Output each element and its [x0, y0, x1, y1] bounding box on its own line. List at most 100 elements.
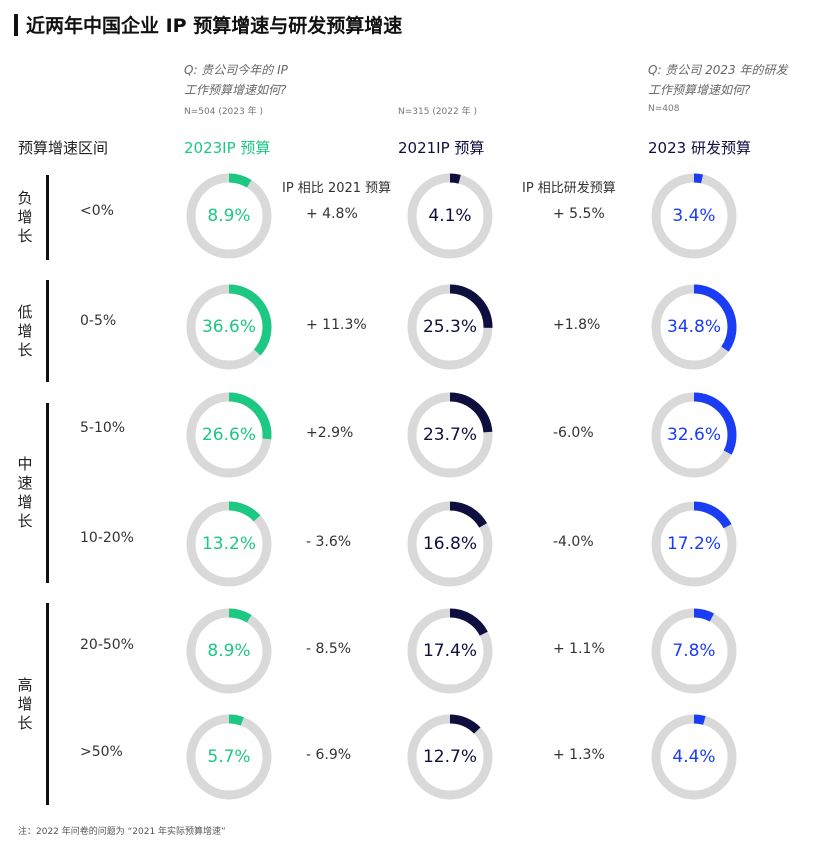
donut-ip2021: 16.8% [405, 499, 495, 589]
donut-arc [186, 392, 272, 478]
donut-svg [186, 392, 272, 478]
donut-value: 23.7% [422, 425, 477, 445]
donut-svg [407, 173, 493, 259]
donut-arc [651, 173, 737, 259]
donut-svg [407, 392, 493, 478]
question-ip-line1: Q: 贵公司今年的 IP [184, 63, 288, 77]
donut-value: 7.8% [672, 641, 716, 661]
donut-svg [651, 501, 737, 587]
donut-svg [651, 284, 737, 370]
donut-ip2021: 12.7% [405, 712, 495, 802]
donut-ip2021: 17.4% [405, 606, 495, 696]
compare-a-value: + 4.8% [306, 206, 358, 222]
donut-arc [407, 392, 493, 478]
compare-b-value: + 1.3% [553, 747, 605, 763]
compare-a-label: IP 相比 2021 预算 [282, 181, 392, 196]
group-label: 中速增长 [17, 455, 33, 530]
donut-svg [651, 714, 737, 800]
donut-value: 36.6% [201, 317, 256, 337]
question-rd-line2: 工作预算增速如何? [648, 83, 751, 97]
footnote: 注：2022 年问卷的问题为 “2021 年实际预算增速” [18, 827, 226, 837]
donut-svg [186, 714, 272, 800]
donut-rd2023: 32.6% [649, 390, 739, 480]
donut-value: 4.4% [672, 747, 716, 767]
column-header-ip2023: 2023IP 预算 [184, 139, 271, 157]
row-header: 预算增速区间 [18, 139, 109, 157]
donut-arc [186, 608, 272, 694]
donut-value: 8.9% [207, 641, 251, 661]
column-header-ip2021: 2021IP 预算 [398, 139, 485, 157]
range-label: 20-50% [80, 637, 134, 653]
donut-rd2023: 4.4% [649, 712, 739, 802]
compare-b-value: -6.0% [553, 425, 594, 441]
donut-value: 32.6% [666, 425, 721, 445]
compare-a-value: +2.9% [306, 425, 354, 441]
compare-a-value: - 3.6% [306, 534, 352, 550]
donut-ip2021: 25.3% [405, 282, 495, 372]
donut-arc [407, 173, 493, 259]
range-label: 0-5% [80, 313, 117, 329]
donut-rd2023: 17.2% [649, 499, 739, 589]
range-label: 5-10% [80, 420, 126, 436]
donut-rd2023: 34.8% [649, 282, 739, 372]
donut-arc [186, 501, 272, 587]
donut-arc [651, 608, 737, 694]
donut-rd2023: 3.4% [649, 171, 739, 261]
donut-arc [186, 284, 272, 370]
donut-svg [186, 501, 272, 587]
group-label: 低增长 [17, 302, 33, 359]
donut-arc [186, 173, 272, 259]
donut-ip2023: 36.6% [184, 282, 274, 372]
donut-value: 4.1% [428, 206, 472, 226]
donut-svg [651, 173, 737, 259]
donut-svg [186, 173, 272, 259]
donut-arc [407, 284, 493, 370]
donut-ip2023: 8.9% [184, 606, 274, 696]
donut-svg [186, 284, 272, 370]
range-label: <0% [80, 203, 114, 219]
donut-value: 26.6% [201, 425, 256, 445]
group-bar [46, 603, 49, 805]
donut-svg [407, 608, 493, 694]
donut-arc [407, 501, 493, 587]
donut-value: 17.2% [666, 534, 721, 554]
range-label: >50% [80, 744, 123, 760]
donut-arc [407, 714, 493, 800]
donut-svg [651, 392, 737, 478]
compare-b-value: + 5.5% [553, 206, 605, 222]
donut-svg [186, 608, 272, 694]
question-ip: Q: 贵公司今年的 IP 工作预算增速如何? [184, 60, 288, 100]
group-bar [46, 403, 49, 583]
sample-size-2022: N=315 (2022 年 ) [398, 107, 477, 117]
compare-b-label: IP 相比研发预算 [522, 181, 616, 196]
donut-arc [651, 714, 737, 800]
donut-ip2021: 4.1% [405, 171, 495, 261]
donut-arc [651, 284, 737, 370]
donut-value: 5.7% [207, 747, 251, 767]
compare-b-value: -4.0% [553, 534, 594, 550]
question-rd: Q: 贵公司 2023 年的研发 工作预算增速如何? [648, 60, 787, 100]
donut-ip2023: 8.9% [184, 171, 274, 261]
donut-value: 13.2% [201, 534, 256, 554]
group-bar [46, 280, 49, 382]
group-bar [46, 175, 49, 260]
donut-ip2021: 23.7% [405, 390, 495, 480]
donut-svg [407, 501, 493, 587]
title-accent-bar [14, 14, 18, 36]
question-rd-line1: Q: 贵公司 2023 年的研发 [648, 63, 788, 77]
sample-size-rd: N=408 [648, 104, 680, 114]
donut-value: 12.7% [422, 747, 477, 767]
donut-arc [651, 392, 737, 478]
donut-value: 8.9% [207, 206, 251, 226]
donut-value: 3.4% [672, 206, 716, 226]
donut-ip2023: 13.2% [184, 499, 274, 589]
donut-value: 17.4% [422, 641, 477, 661]
group-label: 负增长 [17, 189, 33, 245]
donut-ip2023: 5.7% [184, 712, 274, 802]
group-label: 高增长 [17, 675, 33, 732]
compare-a-value: - 8.5% [306, 641, 352, 657]
compare-b-value: + 1.1% [553, 641, 605, 657]
donut-arc [186, 714, 272, 800]
question-ip-line2: 工作预算增速如何? [184, 83, 287, 97]
